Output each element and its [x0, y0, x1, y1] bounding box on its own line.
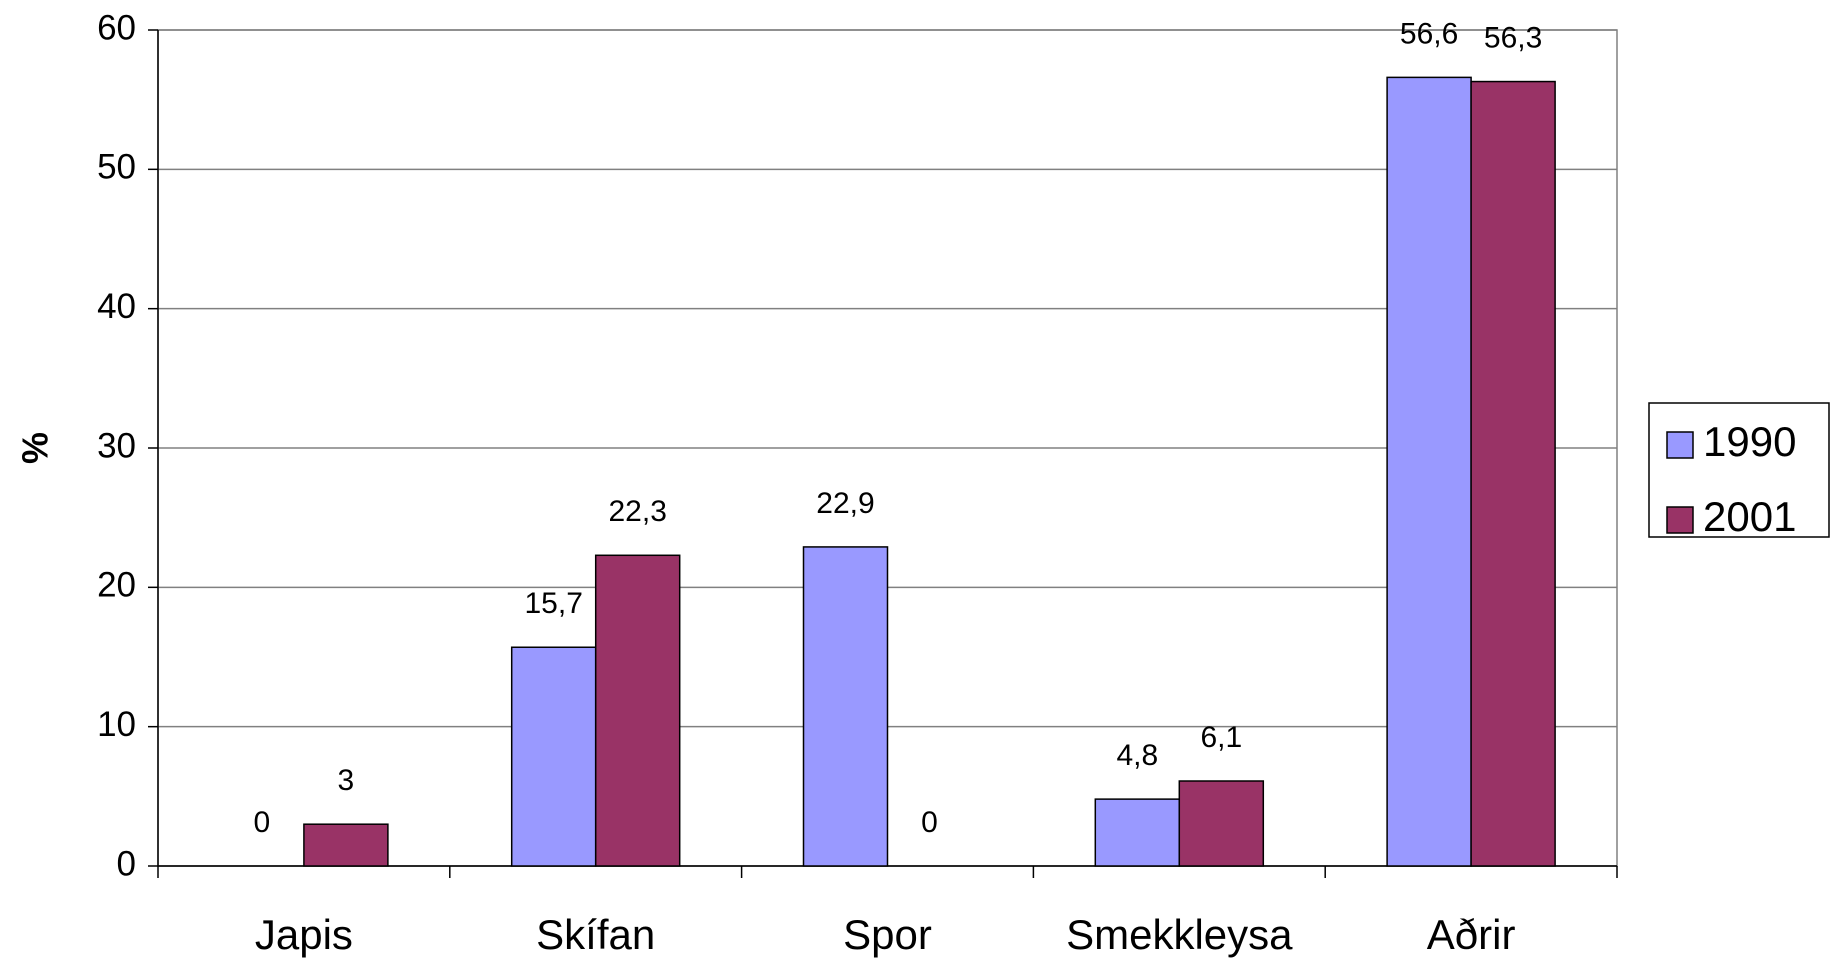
legend-label: 1990 [1703, 418, 1796, 465]
data-label: 56,3 [1484, 21, 1542, 54]
data-label: 4,8 [1116, 739, 1158, 772]
bar [1386, 76, 1472, 867]
data-label: 22,3 [609, 495, 667, 528]
bar [303, 823, 389, 867]
y-tick-label: 0 [117, 844, 136, 883]
bar [1470, 80, 1556, 867]
x-tick-label: Aðrir [1427, 911, 1516, 958]
y-tick-label: 60 [97, 8, 136, 47]
y-axis-label: % [15, 432, 56, 464]
data-label: 0 [921, 806, 938, 839]
legend-swatch [1666, 506, 1694, 534]
data-label: 56,6 [1400, 17, 1458, 50]
data-label: 22,9 [816, 487, 874, 520]
x-tick-label: Spor [843, 911, 932, 958]
legend-swatch [1666, 431, 1694, 459]
y-tick-label: 40 [97, 287, 136, 326]
bar [510, 646, 597, 867]
x-tick-label: Japis [255, 911, 353, 958]
y-tick-label: 50 [97, 148, 136, 187]
bar [594, 554, 681, 867]
x-tick-label: Smekkleysa [1066, 911, 1293, 958]
data-label: 6,1 [1200, 721, 1242, 754]
y-tick-label: 30 [97, 426, 136, 465]
x-tick-label: Skífan [536, 911, 655, 958]
bar [1094, 798, 1181, 867]
data-label: 3 [338, 764, 355, 797]
bar [802, 546, 889, 867]
bar [1178, 780, 1265, 867]
legend-label: 2001 [1703, 493, 1796, 540]
data-label: 15,7 [525, 587, 583, 620]
y-tick-label: 20 [97, 566, 136, 605]
data-label: 0 [254, 806, 271, 839]
y-tick-label: 10 [97, 705, 136, 744]
